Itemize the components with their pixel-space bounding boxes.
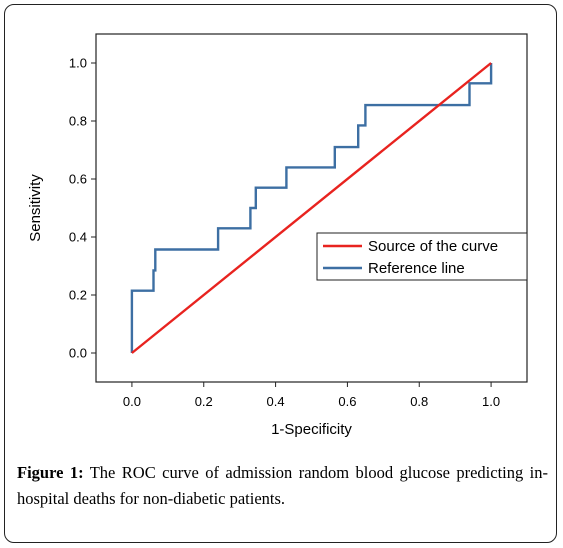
- x-axis-label: 1-Specificity: [271, 421, 352, 438]
- x-tick-label: 0.4: [267, 394, 285, 409]
- legend-label-reference: Reference line: [368, 260, 465, 277]
- legend-label-source: Source of the curve: [368, 238, 498, 255]
- y-tick-label: 0.2: [69, 288, 87, 303]
- x-tick-label: 0.2: [195, 394, 213, 409]
- series-line-reference-line: [130, 63, 493, 353]
- legend-box: [316, 232, 528, 281]
- x-axis: 0.0 0.2 0.4 0.6 0.8 1.0: [123, 382, 500, 409]
- y-axis-label: Sensitivity: [27, 174, 44, 242]
- caption-label: Figure 1:: [17, 463, 84, 482]
- y-tick-label: 0.0: [69, 346, 87, 361]
- x-tick-label: 0.6: [338, 394, 356, 409]
- series-line-source-of-the-curve: [131, 62, 492, 354]
- y-axis: 0.0 0.2 0.4 0.6 0.8 1.0: [69, 56, 96, 361]
- caption-text: The ROC curve of admission random blood …: [17, 463, 548, 508]
- series-layer: [130, 62, 493, 354]
- legend: Source of the curve Reference line: [316, 232, 528, 281]
- x-tick-label: 1.0: [482, 394, 500, 409]
- figure-caption: Figure 1: The ROC curve of admission ran…: [17, 460, 548, 512]
- y-tick-label: 0.8: [69, 114, 87, 129]
- x-tick-label: 0.0: [123, 394, 141, 409]
- y-tick-label: 0.4: [69, 230, 87, 245]
- y-tick-label: 0.6: [69, 172, 87, 187]
- y-tick-label: 1.0: [69, 56, 87, 71]
- x-tick-label: 0.8: [410, 394, 428, 409]
